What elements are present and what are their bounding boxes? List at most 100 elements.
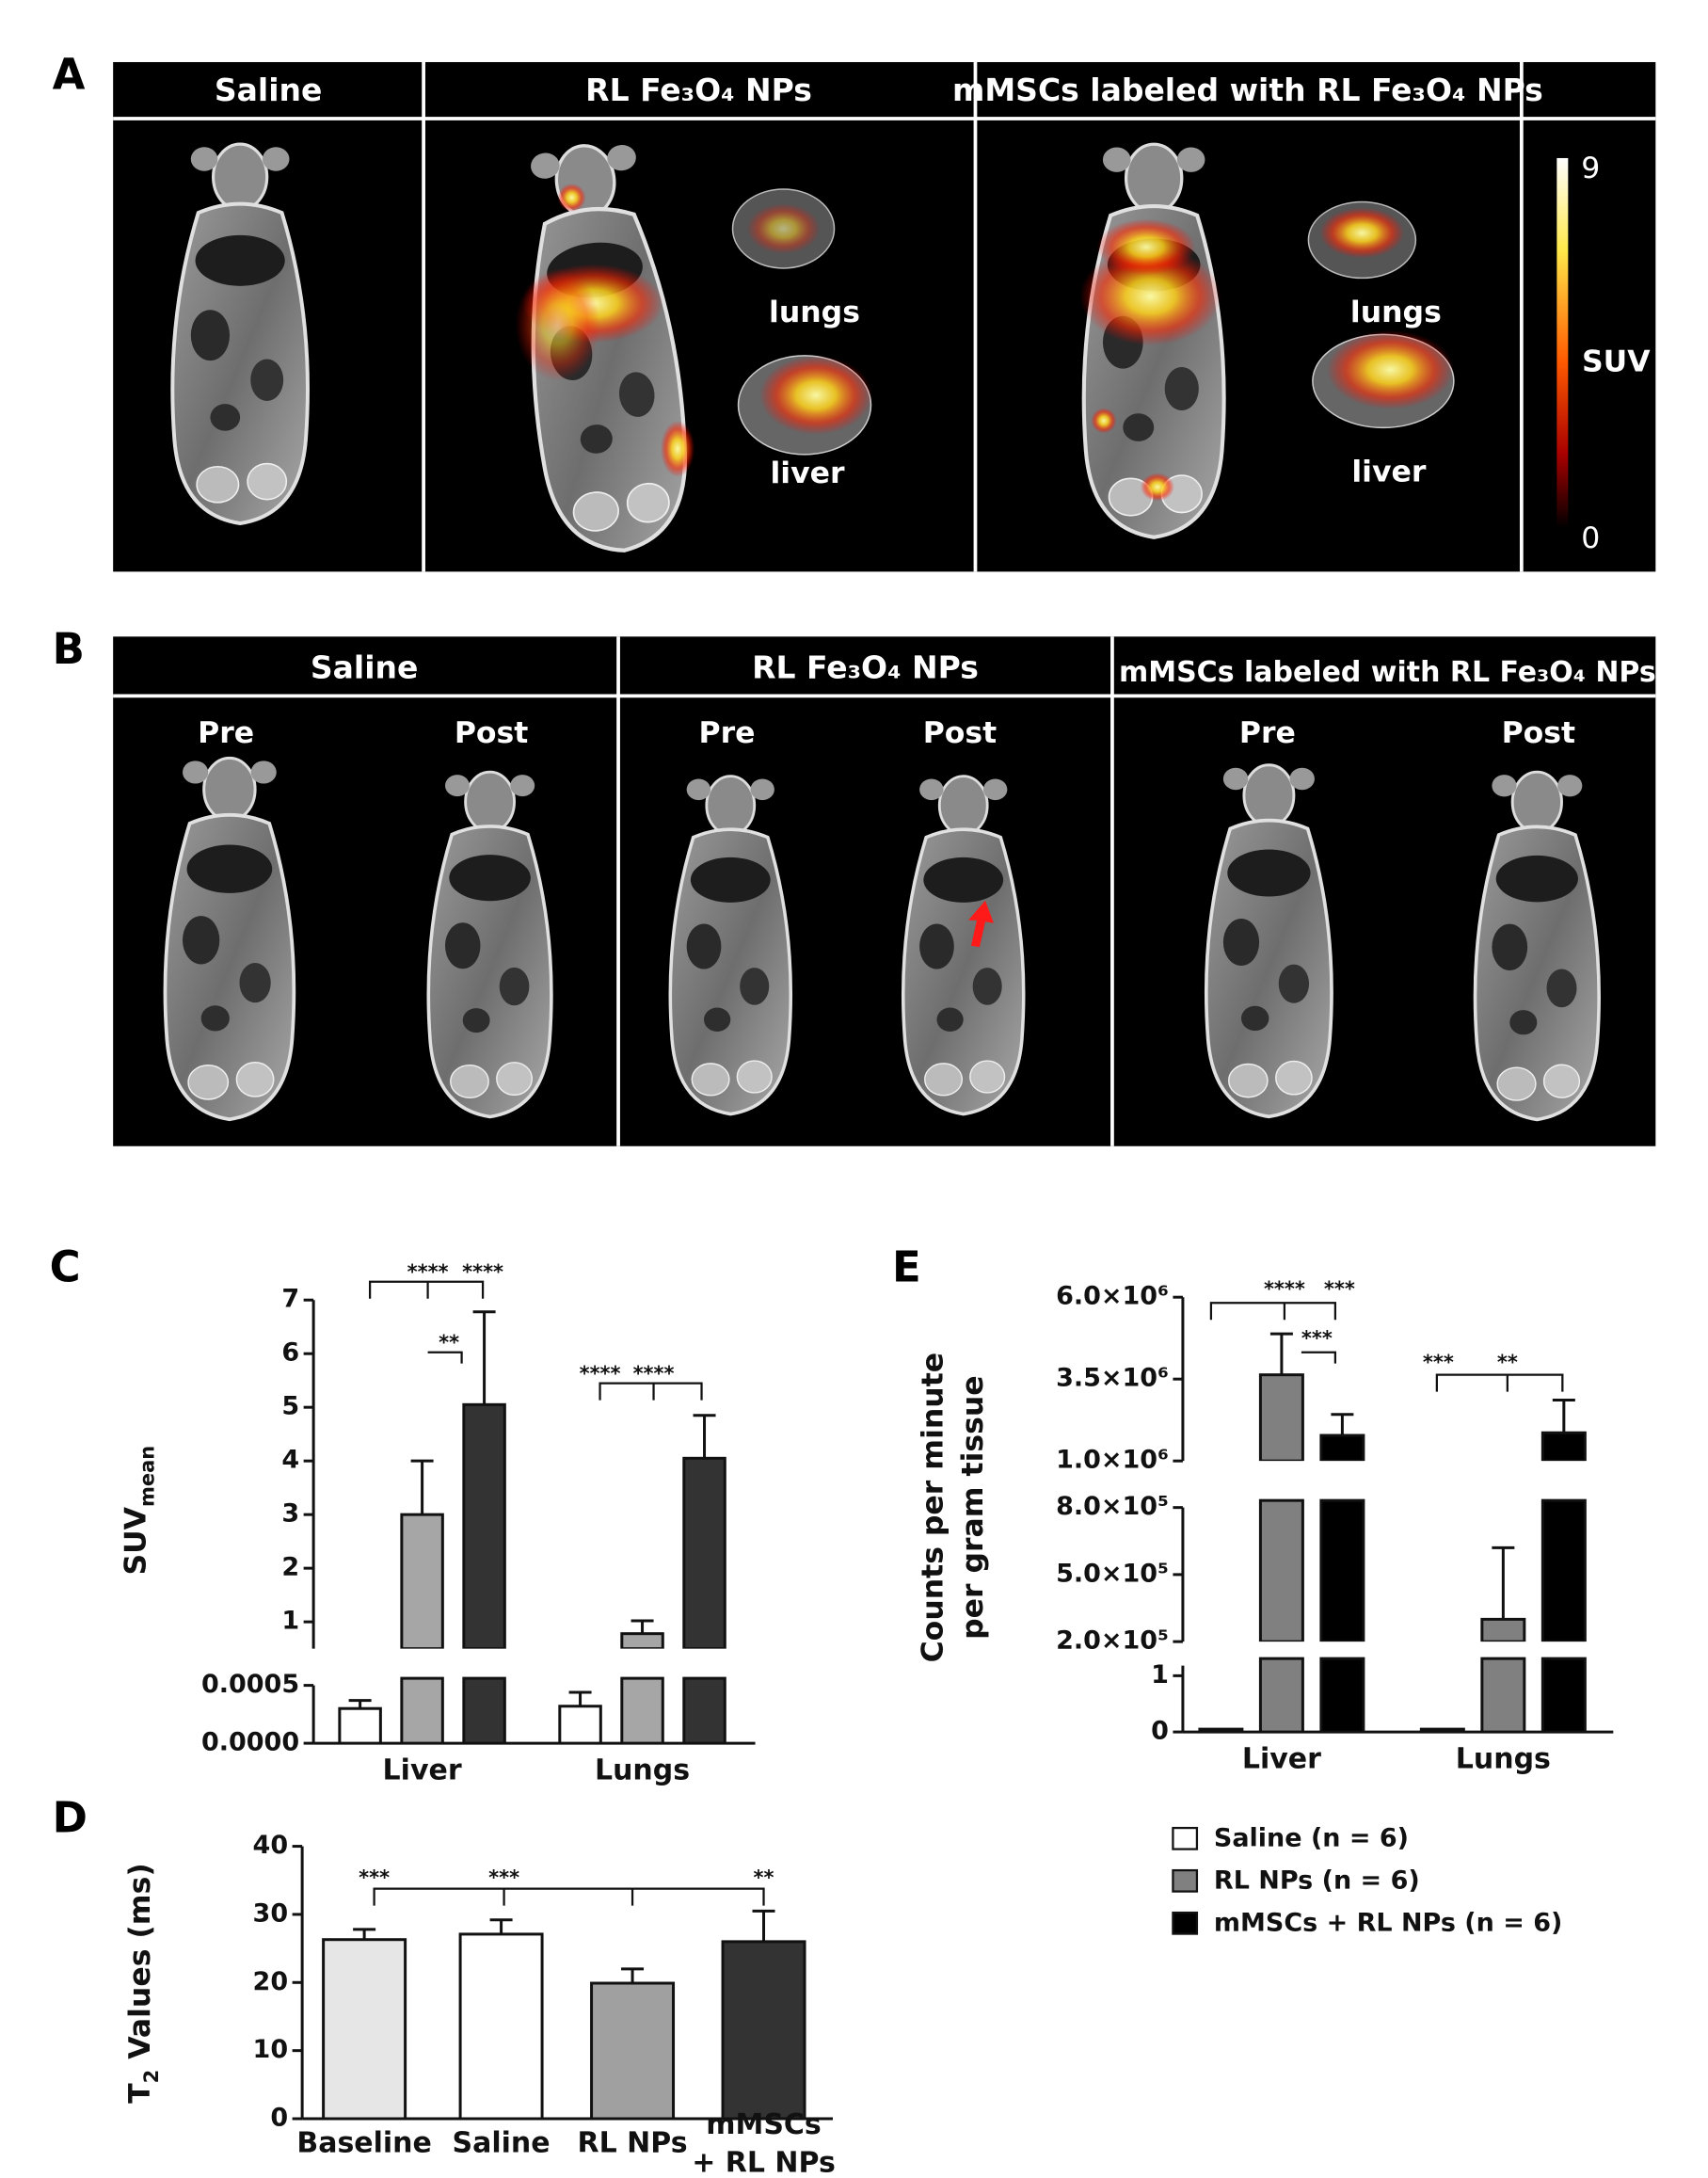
significance: ** <box>754 1866 774 1889</box>
bar-piece <box>462 1310 506 1649</box>
bar-piece <box>558 1690 602 1744</box>
organ-label: liver <box>1351 455 1426 488</box>
colorbar <box>1556 157 1569 528</box>
bar <box>462 1676 506 1744</box>
legend-label: mMSCs + RL NPs (n = 6) <box>1214 1909 1562 1938</box>
bar-piece <box>1480 1657 1526 1733</box>
bar <box>620 1676 664 1744</box>
phase-label: Post <box>455 716 529 750</box>
bar <box>1540 1431 1587 1462</box>
header: RL Fe₃O₄ NPs <box>585 72 812 108</box>
y-tick-label: 5 <box>281 1392 299 1421</box>
bar-piece <box>400 1676 444 1744</box>
bar-piece <box>620 1619 664 1649</box>
y-tick-label: 1 <box>281 1607 299 1636</box>
y-axis-label: SUVmean <box>120 1446 159 1576</box>
bar-piece <box>338 1699 382 1744</box>
bar <box>1258 1498 1304 1642</box>
bar <box>1419 1727 1465 1733</box>
bar-piece <box>400 1459 444 1649</box>
y-tick-label: 6 <box>281 1338 299 1368</box>
legend-swatch <box>1172 1911 1199 1935</box>
header: mMSCs labeled with RL Fe₃O₄ NPs <box>1119 656 1656 689</box>
significance-brackets <box>368 1280 1564 1906</box>
panel-dividers <box>113 61 1656 572</box>
bar <box>682 1456 726 1649</box>
bar <box>462 1402 506 1649</box>
pet-signal <box>515 183 1221 502</box>
bar <box>1319 1498 1365 1642</box>
y-tick-label: 6.0×10⁶ <box>1056 1282 1169 1311</box>
panel-label: C <box>50 1242 81 1292</box>
significance: **** <box>1264 1278 1305 1301</box>
y-axis-label-part: mean <box>136 1446 159 1507</box>
y-axis-label-part: SUV <box>120 1506 153 1575</box>
y-tick-label: 0.0005 <box>201 1670 299 1699</box>
bar-piece <box>1419 1727 1465 1733</box>
significance: *** <box>1423 1352 1454 1374</box>
y-tick-label: 20 <box>253 1967 289 1996</box>
image-panel <box>113 61 1656 572</box>
significance: **** <box>462 1261 503 1284</box>
bar-piece <box>1319 1498 1365 1642</box>
y-tick-label: 8.0×10⁵ <box>1056 1492 1169 1521</box>
significance: *** <box>359 1866 390 1889</box>
y-tick-label: 0.0000 <box>201 1728 299 1757</box>
bar <box>620 1632 664 1649</box>
legend-swatch <box>1172 1868 1199 1893</box>
bar <box>558 1705 602 1744</box>
legend-swatch <box>1172 1826 1199 1850</box>
organ-label: lungs <box>769 296 860 329</box>
phase-label: Pre <box>1239 716 1296 750</box>
bar-piece <box>1198 1727 1244 1733</box>
y-tick-label: 3 <box>281 1499 299 1529</box>
bar-piece <box>462 1676 506 1744</box>
y-tick-label: 4 <box>281 1446 299 1475</box>
significance: *** <box>1324 1278 1355 1301</box>
phase-label: Pre <box>699 716 756 750</box>
x-tick-label: RL NPs <box>578 2127 688 2160</box>
phase-label: Pre <box>198 716 254 750</box>
header: Saline <box>215 72 322 108</box>
y-tick-label: 7 <box>281 1285 299 1314</box>
panel-label: E <box>892 1242 921 1292</box>
phase-label: Post <box>923 716 998 750</box>
organ-slices <box>731 188 1455 456</box>
x-tick-label: Liver <box>1242 1743 1321 1776</box>
bar-piece <box>590 1967 676 2120</box>
panel-label: D <box>53 1793 88 1843</box>
y-tick-label: 40 <box>253 1831 289 1860</box>
legend-label: Saline (n = 6) <box>1214 1824 1409 1853</box>
bar-piece <box>682 1414 726 1649</box>
bar-piece <box>620 1676 664 1744</box>
x-tick-label: Liver <box>383 1754 462 1787</box>
bar-piece <box>1540 1657 1587 1733</box>
colorbar-label: SUV <box>1582 344 1651 378</box>
bar-piece <box>1258 1657 1304 1733</box>
arrow <box>967 900 994 948</box>
significance: *** <box>1301 1327 1333 1350</box>
x-tick-label: mMSCs + RL NPs <box>692 2107 836 2178</box>
y-tick-label: 1 <box>1151 1660 1169 1690</box>
bar <box>1480 1657 1526 1733</box>
y-axis-label-part: 2 <box>140 2070 163 2084</box>
bar <box>721 1940 806 2120</box>
y-tick-label: 1.0×10⁶ <box>1056 1446 1169 1475</box>
bar-piece <box>322 1928 407 2120</box>
image-panel <box>113 636 1656 1146</box>
header: RL Fe₃O₄ NPs <box>752 649 979 685</box>
bar-piece <box>458 1918 544 2120</box>
y-axis-label-part: T <box>123 2083 157 2104</box>
bar-piece <box>1540 1498 1587 1642</box>
bar <box>1319 1433 1365 1462</box>
significance: **** <box>407 1261 449 1284</box>
significance: ** <box>1497 1352 1518 1374</box>
bar <box>338 1706 382 1744</box>
bar-piece <box>1258 1498 1304 1642</box>
panel-label: A <box>53 49 86 99</box>
y-tick-label: 2 <box>281 1553 299 1582</box>
bar <box>400 1513 444 1649</box>
significance: **** <box>580 1363 621 1385</box>
bar-piece <box>1319 1657 1365 1733</box>
